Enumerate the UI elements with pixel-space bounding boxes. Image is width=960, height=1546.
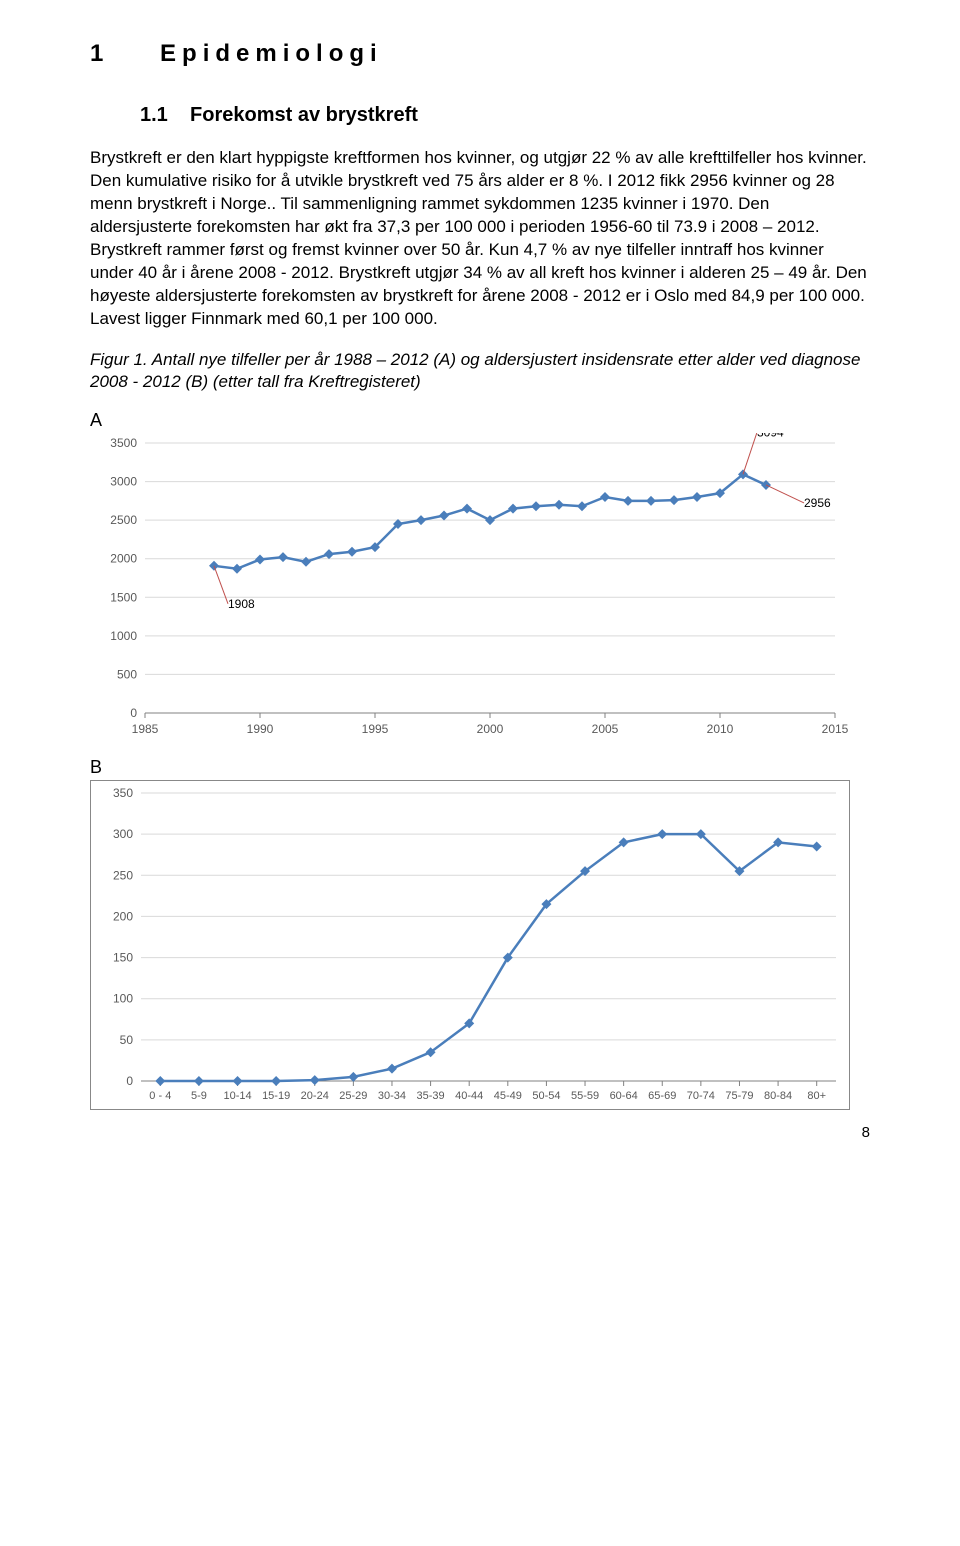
svg-text:20-24: 20-24 <box>301 1090 329 1102</box>
section-title: Epidemiologi <box>160 40 383 67</box>
svg-text:35-39: 35-39 <box>417 1090 445 1102</box>
svg-text:5-9: 5-9 <box>191 1090 207 1102</box>
section-heading: 1 Epidemiologi <box>90 40 870 68</box>
subsection-title: Forekomst av brystkreft <box>190 104 418 126</box>
chart-b-label: B <box>90 757 870 778</box>
section-number: 1 <box>90 40 109 67</box>
svg-text:0: 0 <box>130 706 137 720</box>
svg-text:15-19: 15-19 <box>262 1090 290 1102</box>
svg-text:1985: 1985 <box>132 722 159 736</box>
svg-text:65-69: 65-69 <box>648 1090 676 1102</box>
svg-text:2010: 2010 <box>707 722 734 736</box>
svg-text:1995: 1995 <box>362 722 389 736</box>
svg-text:40-44: 40-44 <box>455 1090 483 1102</box>
svg-text:2500: 2500 <box>110 514 137 528</box>
svg-text:1500: 1500 <box>110 591 137 605</box>
svg-text:0 - 4: 0 - 4 <box>149 1090 171 1102</box>
svg-text:3000: 3000 <box>110 475 137 489</box>
body-paragraph-1: Brystkreft er den klart hyppigste kreftf… <box>90 147 870 239</box>
svg-text:2956: 2956 <box>804 496 831 510</box>
svg-text:50: 50 <box>120 1033 134 1047</box>
body-paragraph-2: Brystkreft rammer først og fremst kvinne… <box>90 239 870 331</box>
page-number: 8 <box>90 1124 870 1141</box>
svg-text:350: 350 <box>113 786 133 800</box>
chart-b: 0 50 100 150 200 250 300 350 0 - 4 5-9 10-14 15-19 2… <box>90 780 850 1110</box>
svg-text:100: 100 <box>113 992 133 1006</box>
figure-caption: Figur 1. Antall nye tilfeller per år 198… <box>90 349 870 395</box>
svg-text:2000: 2000 <box>110 552 137 566</box>
subsection-number: 1.1 <box>140 104 168 126</box>
svg-text:70-74: 70-74 <box>687 1090 715 1102</box>
svg-text:10-14: 10-14 <box>223 1090 251 1102</box>
svg-text:55-59: 55-59 <box>571 1090 599 1102</box>
svg-text:3500: 3500 <box>110 436 137 450</box>
chart-a: 0 500 1000 1500 2000 2500 3000 3500 1985 1990 1995… <box>90 433 850 743</box>
svg-text:45-49: 45-49 <box>494 1090 522 1102</box>
svg-text:30-34: 30-34 <box>378 1090 406 1102</box>
svg-text:150: 150 <box>113 951 133 965</box>
svg-text:25-29: 25-29 <box>339 1090 367 1102</box>
svg-text:50-54: 50-54 <box>532 1090 560 1102</box>
svg-text:2000: 2000 <box>477 722 504 736</box>
svg-text:1908: 1908 <box>228 597 255 611</box>
svg-text:0: 0 <box>126 1074 133 1088</box>
svg-text:1000: 1000 <box>110 629 137 643</box>
svg-text:200: 200 <box>113 910 133 924</box>
svg-text:500: 500 <box>117 668 137 682</box>
svg-text:2015: 2015 <box>822 722 849 736</box>
svg-text:80-84: 80-84 <box>764 1090 792 1102</box>
chart-a-container: A 0 500 1000 1500 2000 2500 3000 3500 1985 1990 19… <box>90 410 870 743</box>
chart-a-label: A <box>90 410 870 431</box>
svg-text:80+: 80+ <box>807 1090 826 1102</box>
svg-text:250: 250 <box>113 869 133 883</box>
svg-text:3094: 3094 <box>757 433 784 439</box>
svg-text:1990: 1990 <box>247 722 274 736</box>
svg-text:60-64: 60-64 <box>610 1090 638 1102</box>
subsection-heading: 1.1 Forekomst av brystkreft <box>140 104 870 127</box>
svg-text:75-79: 75-79 <box>725 1090 753 1102</box>
svg-text:300: 300 <box>113 828 133 842</box>
chart-b-container: B 0 50 100 150 200 250 300 350 0 - 4 5-9 10-14 15-1… <box>90 757 870 1110</box>
svg-text:2005: 2005 <box>592 722 619 736</box>
